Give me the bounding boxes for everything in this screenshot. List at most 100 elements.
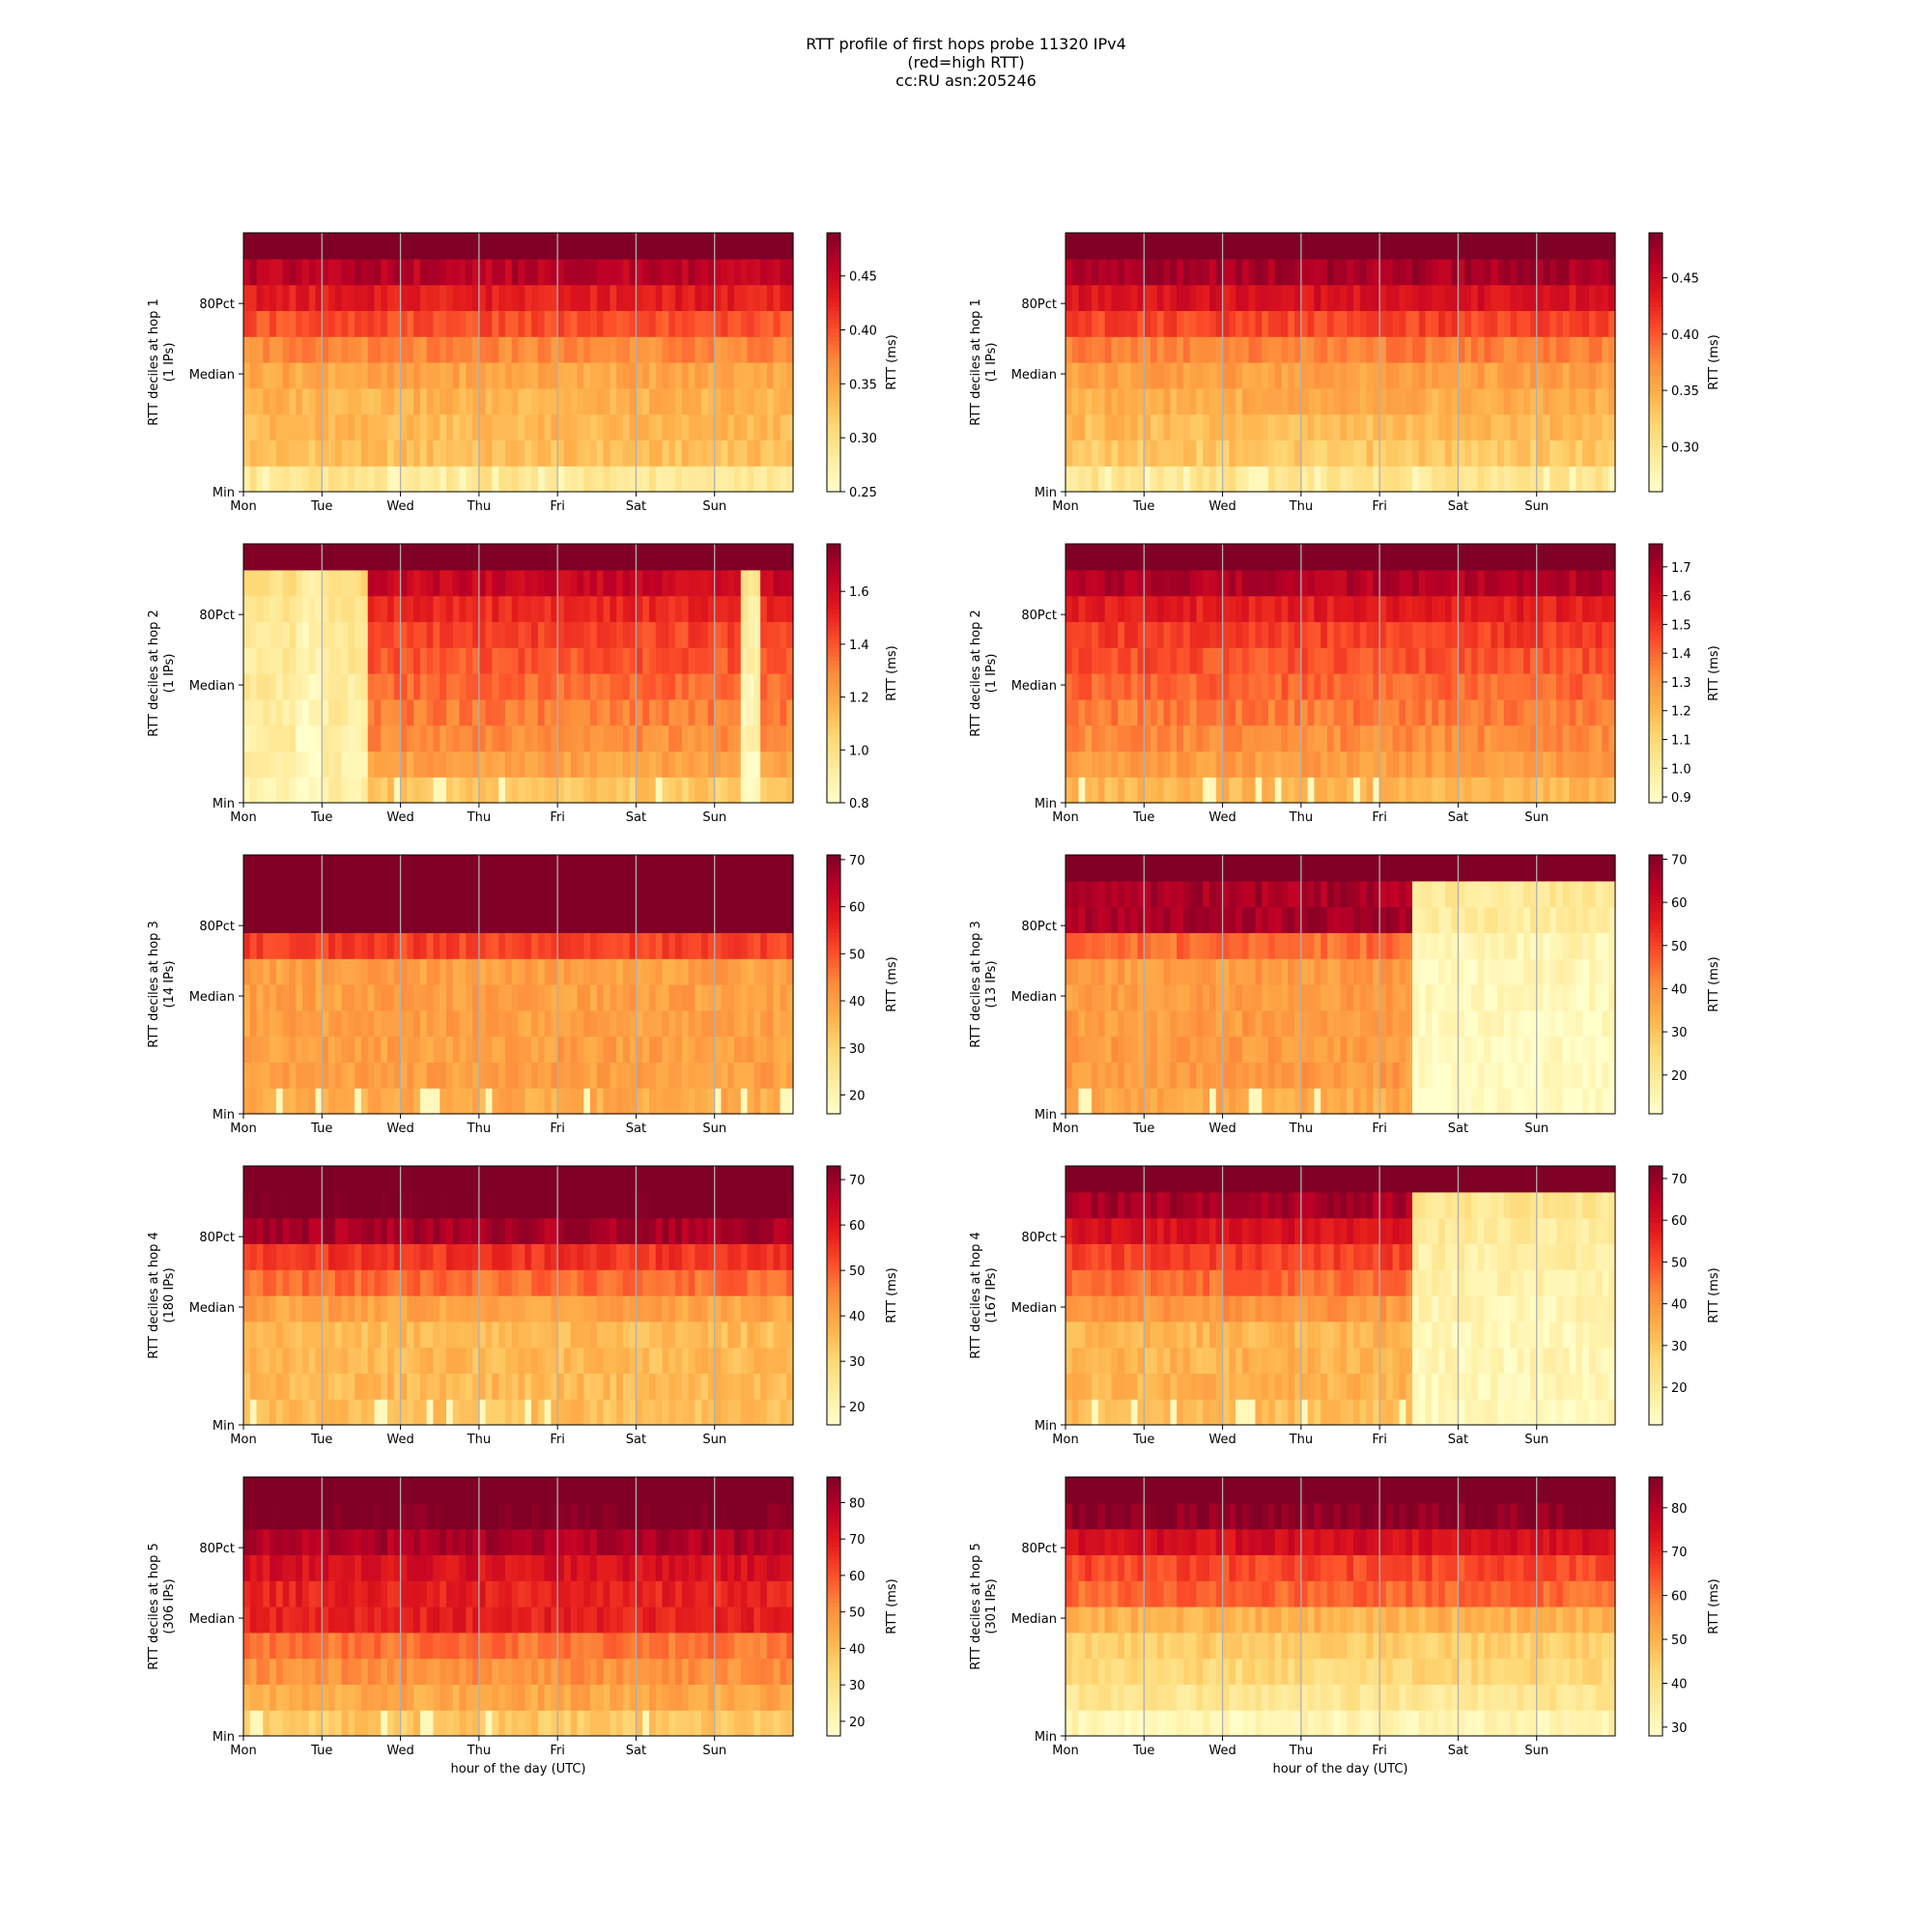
heatmap-cell: [1294, 413, 1302, 440]
heatmap-cell: [786, 466, 794, 493]
x-tick-label: Mon: [230, 810, 256, 825]
heatmap-cell: [387, 1088, 395, 1115]
x-tick-label: Tue: [310, 810, 332, 825]
heatmap-cell: [426, 336, 435, 363]
heatmap-cell: [419, 544, 428, 571]
heatmap-cell: [701, 958, 709, 985]
heatmap-cell: [662, 647, 669, 674]
heatmap-cell: [1491, 1036, 1498, 1063]
heatmap-cell: [1215, 387, 1224, 415]
heatmap-cell: [1444, 777, 1453, 804]
heatmap-cell: [440, 569, 447, 597]
x-tick-label: Fri: [1372, 499, 1387, 514]
heatmap-cell: [1562, 466, 1571, 493]
heatmap-cell: [374, 413, 382, 440]
heatmap-cell: [1123, 673, 1132, 700]
colorbar-segment: [827, 976, 840, 981]
heatmap-cell: [413, 1062, 421, 1089]
heatmap-cell: [498, 544, 506, 571]
heatmap-cell: [504, 595, 513, 622]
heatmap-cell: [1144, 362, 1151, 389]
heatmap-cell: [537, 698, 546, 726]
heatmap-cell: [1229, 724, 1236, 752]
heatmap-cell: [1432, 595, 1439, 622]
heatmap-cell: [407, 880, 414, 908]
heatmap-cell: [485, 673, 493, 700]
heatmap-cell: [1562, 1036, 1571, 1063]
heatmap-cell: [1248, 1088, 1257, 1115]
heatmap-cell: [648, 284, 657, 311]
heatmap-cell: [642, 233, 650, 260]
heatmap-cell: [1203, 724, 1210, 752]
heatmap-cell: [1340, 595, 1348, 622]
heatmap-cell: [256, 387, 264, 415]
heatmap-cell: [1517, 336, 1524, 363]
heatmap-cell: [1314, 387, 1321, 415]
heatmap-cell: [681, 751, 690, 778]
heatmap-cell: [315, 647, 323, 674]
heatmap-cell: [413, 1009, 421, 1037]
heatmap-cell: [753, 1088, 761, 1115]
heatmap-cell: [1562, 362, 1571, 389]
heatmap-cell: [1385, 621, 1394, 648]
heatmap-cell: [707, 724, 716, 752]
heatmap-cell: [1366, 284, 1374, 311]
colorbar-segment: [1649, 651, 1662, 657]
heatmap-cell: [1484, 387, 1492, 415]
heatmap-cell: [766, 466, 775, 493]
heatmap-cell: [1588, 258, 1597, 286]
heatmap-cell: [1340, 569, 1348, 597]
heatmap-cell: [1071, 1088, 1080, 1115]
heatmap-cell: [773, 336, 781, 363]
heatmap-cell: [334, 984, 343, 1011]
heatmap-cell: [1182, 724, 1191, 752]
heatmap-cell: [1321, 1088, 1328, 1115]
heatmap-cell: [603, 855, 611, 882]
colorbar-segment: [827, 630, 840, 636]
heatmap-cell: [393, 777, 402, 804]
heatmap-cell: [551, 544, 558, 571]
heatmap-cell: [577, 595, 584, 622]
heatmap-cell: [1118, 440, 1125, 467]
heatmap-cell: [400, 1009, 408, 1037]
colorbar-segment: [1649, 754, 1662, 760]
heatmap-cell: [367, 413, 376, 440]
heatmap-cell: [1137, 595, 1145, 622]
heatmap-cell: [1222, 647, 1230, 674]
heatmap-cell: [413, 440, 421, 467]
heatmap-cell: [511, 387, 520, 415]
heatmap-cell: [256, 362, 264, 389]
heatmap-cell: [727, 1036, 735, 1063]
heatmap-cell: [328, 777, 336, 804]
heatmap-cell: [714, 621, 723, 648]
heatmap-cell: [400, 698, 408, 726]
heatmap-cell: [695, 387, 702, 415]
heatmap-cell: [629, 569, 638, 597]
heatmap-cell: [1399, 621, 1406, 648]
heatmap-cell: [1510, 1088, 1518, 1115]
heatmap-cell: [1491, 413, 1498, 440]
heatmap-cell: [740, 569, 749, 597]
heatmap-cell: [1503, 751, 1512, 778]
heatmap-cell: [1300, 1088, 1309, 1115]
heatmap-cell: [1510, 440, 1518, 467]
heatmap-cell: [629, 724, 638, 752]
heatmap-cell: [1412, 724, 1420, 752]
heatmap-cell: [695, 724, 702, 752]
heatmap-cell: [1491, 621, 1498, 648]
heatmap-cell: [734, 413, 742, 440]
heatmap-cell: [433, 258, 440, 286]
heatmap-cell: [1236, 284, 1243, 311]
heatmap-cell: [393, 466, 402, 493]
heatmap-cell: [525, 413, 532, 440]
heatmap-cell: [1373, 440, 1380, 467]
heatmap-cell: [629, 777, 638, 804]
heatmap-cell: [407, 647, 414, 674]
heatmap-cell: [1477, 569, 1486, 597]
heatmap-cell: [1065, 258, 1073, 286]
heatmap-cell: [1262, 362, 1269, 389]
colorbar-segment: [1649, 738, 1662, 744]
heatmap-cell: [610, 647, 617, 674]
heatmap-cell: [563, 569, 572, 597]
heatmap-cell: [707, 387, 716, 415]
